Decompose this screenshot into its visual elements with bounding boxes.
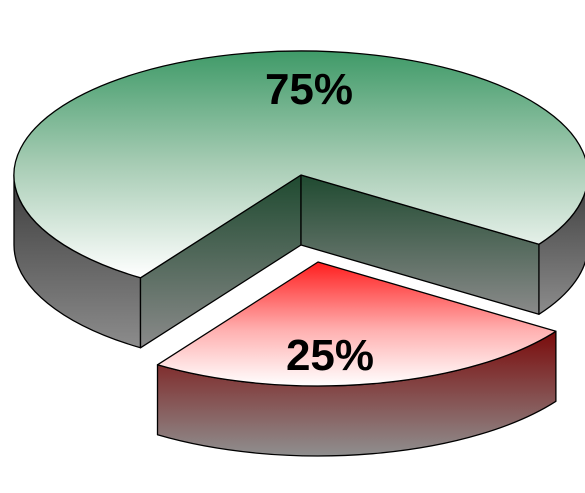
slice-small-top: [156, 261, 557, 387]
pie-slice-25: [156, 261, 557, 457]
slice-label-25: 25%: [286, 331, 374, 380]
slice-big-top: [13, 50, 585, 279]
pie-slice-75: [13, 50, 585, 349]
slice-label-75: 75%: [265, 65, 353, 114]
